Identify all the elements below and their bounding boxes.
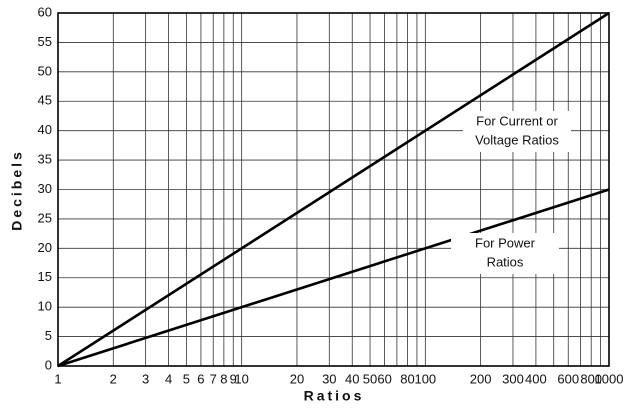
x-tick-label: 3 <box>142 371 149 386</box>
y-tick-label: 25 <box>38 210 52 225</box>
x-tick-label: 100 <box>414 371 436 386</box>
y-tick-label: 20 <box>38 240 52 255</box>
x-tick-label: 300 <box>502 371 524 386</box>
x-tick-label: 30 <box>322 371 336 386</box>
annotation: Voltage Ratios <box>475 132 559 147</box>
x-tick-label: 5 <box>183 371 190 386</box>
y-tick-label: 40 <box>38 122 52 137</box>
x-tick-label: 4 <box>165 371 172 386</box>
y-tick-label: 55 <box>38 34 52 49</box>
y-tick-label: 30 <box>38 181 52 196</box>
annotation-background <box>451 233 559 274</box>
y-tick-label: 15 <box>38 269 52 284</box>
annotation: For Current or <box>476 113 558 128</box>
y-tick-label: 10 <box>38 299 52 314</box>
x-tick-label: 1 <box>54 371 61 386</box>
x-tick-label: 1000 <box>595 371 624 386</box>
data-line <box>57 11 610 368</box>
x-axis-title: Ratios <box>304 388 365 404</box>
annotation: Ratios <box>487 254 524 269</box>
x-tick-label: 9 <box>230 371 237 386</box>
x-tick-label: 7 <box>210 371 217 386</box>
x-tick-label: 10 <box>234 371 248 386</box>
x-tick-label: 200 <box>470 371 492 386</box>
annotation: For Power <box>475 235 536 250</box>
y-tick-label: 35 <box>38 152 52 167</box>
x-tick-label: 600 <box>557 371 579 386</box>
annotation-background <box>463 111 571 152</box>
x-tick-label: 8 <box>220 371 227 386</box>
x-tick-label: 40 <box>345 371 359 386</box>
x-tick-label: 50 <box>363 371 377 386</box>
y-axis-title: Decibels <box>9 149 25 231</box>
x-tick-label: 800 <box>580 371 602 386</box>
y-tick-label: 0 <box>45 357 52 372</box>
data-line <box>57 188 610 368</box>
x-tick-label: 20 <box>290 371 304 386</box>
y-tick-label: 5 <box>45 328 52 343</box>
x-tick-label: 2 <box>110 371 117 386</box>
y-tick-label: 50 <box>38 63 52 78</box>
x-tick-label: 6 <box>197 371 204 386</box>
x-tick-label: 80 <box>400 371 414 386</box>
x-tick-label: 400 <box>525 371 547 386</box>
x-tick-label: 60 <box>377 371 391 386</box>
y-tick-label: 45 <box>38 93 52 108</box>
y-tick-label: 60 <box>38 4 52 19</box>
